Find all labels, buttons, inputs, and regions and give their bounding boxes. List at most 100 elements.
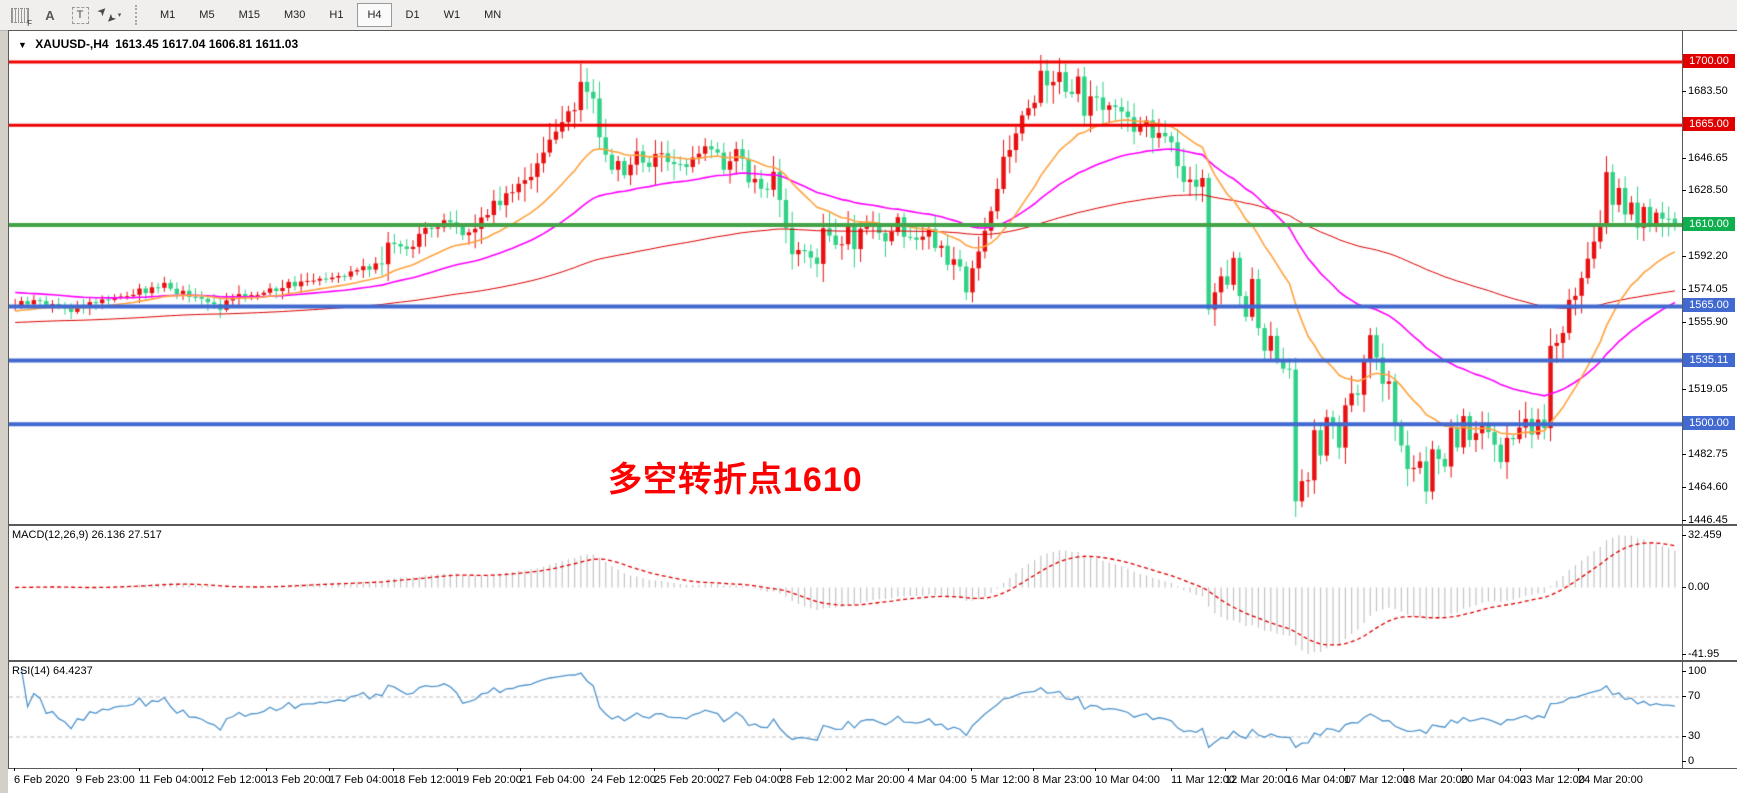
rsi-tick-label: 70 xyxy=(1681,690,1701,702)
symbol-dropdown-triangle[interactable]: ▼ xyxy=(18,40,27,50)
price-tick-label: 1446.45 xyxy=(1682,514,1728,527)
price-tick-label: 1683.50 xyxy=(1682,84,1728,97)
time-axis-label: 12 Mar 20:00 xyxy=(1225,774,1290,786)
time-axis-tick xyxy=(14,768,15,771)
macd-tick-label: 32.459 xyxy=(1682,529,1722,541)
price-line-label: 1700.00 xyxy=(1683,53,1735,68)
time-axis-tick xyxy=(1344,768,1345,771)
chart-annotation-text: 多空转折点1610 xyxy=(608,461,863,499)
timeframe-button-m30[interactable]: M30 xyxy=(283,9,306,21)
toolbar-grip[interactable] xyxy=(135,5,142,25)
time-axis-label: 10 Mar 04:00 xyxy=(1095,774,1160,786)
t-box-icon: T xyxy=(71,6,89,24)
price-tick-label: 1628.50 xyxy=(1682,184,1728,197)
time-axis-label: 6 Feb 2020 xyxy=(14,774,70,786)
price-line-label: 1500.00 xyxy=(1683,416,1735,431)
price-line-label: 1665.00 xyxy=(1683,117,1735,132)
timeframe-button-d1[interactable]: D1 xyxy=(405,9,420,21)
timeframe-button-w1[interactable]: W1 xyxy=(443,9,461,21)
time-axis-tick xyxy=(1095,768,1096,771)
time-axis-tick xyxy=(1520,768,1521,771)
rsi-tick-label: 0 xyxy=(1681,755,1695,767)
time-axis-tick xyxy=(266,768,267,771)
timeframe-button-m15[interactable]: M15 xyxy=(238,9,260,21)
time-axis-tick xyxy=(780,768,781,771)
macd-tick-label: 0.00 xyxy=(1681,580,1710,593)
time-axis-tick xyxy=(971,768,972,771)
font-a-icon[interactable]: A xyxy=(45,7,55,23)
time-axis-tick xyxy=(591,768,592,771)
grid-icon: F xyxy=(11,7,32,28)
time-axis-tick xyxy=(457,768,458,771)
price-line-label: 1610.00 xyxy=(1683,216,1735,231)
time-axis-label: 28 Feb 12:00 xyxy=(780,774,845,786)
time-axis-label: 19 Feb 20:00 xyxy=(457,774,522,786)
rsi-canvas[interactable] xyxy=(9,662,1683,766)
time-axis-tick xyxy=(1578,768,1579,771)
time-axis-tick xyxy=(329,768,330,771)
time-axis-label: 11 Feb 04:00 xyxy=(139,774,204,786)
price-tick-label: 1592.20 xyxy=(1682,250,1728,263)
time-axis-label: 2 Mar 20:00 xyxy=(846,774,905,786)
arrange-objects-icon[interactable]: ➤ ➤ ▾ xyxy=(96,2,124,28)
symbol-label: XAUUSD-,H4 xyxy=(35,37,109,51)
time-axis-label: 18 Mar 20:00 xyxy=(1403,774,1468,786)
time-axis-label: 9 Feb 23:00 xyxy=(76,774,135,786)
timeframe-button-mn[interactable]: MN xyxy=(484,9,502,21)
time-axis-tick xyxy=(393,768,394,771)
price-tick-label: 1464.60 xyxy=(1682,481,1728,494)
time-axis-label: 21 Feb 04:00 xyxy=(520,774,585,786)
time-axis-label: 20 Mar 04:00 xyxy=(1461,774,1526,786)
time-axis-tick xyxy=(718,768,719,771)
macd-label: MACD(12,26,9) 26.136 27.517 xyxy=(12,529,162,541)
time-axis-label: 24 Mar 20:00 xyxy=(1578,774,1643,786)
time-axis-label: 13 Feb 20:00 xyxy=(266,774,331,786)
ohlc-values: 1613.45 1617.04 1606.81 1611.03 xyxy=(115,37,299,51)
price-tick-label: 1574.05 xyxy=(1682,283,1728,296)
chart-shift-grid-icon[interactable]: F xyxy=(6,2,34,28)
price-tick-label: 1519.05 xyxy=(1682,382,1728,395)
chart-title: ▼ XAUUSD-,H4 1613.45 1617.04 1606.81 161… xyxy=(18,37,298,51)
timeframe-button-h4[interactable]: H4 xyxy=(357,3,392,27)
price-line-label: 1565.00 xyxy=(1683,298,1735,313)
time-axis-tick xyxy=(654,768,655,771)
time-axis-tick xyxy=(1461,768,1462,771)
macd-canvas[interactable] xyxy=(9,526,1683,658)
time-axis-label: 17 Mar 12:00 xyxy=(1344,774,1409,786)
rsi-tick-label: 30 xyxy=(1681,730,1701,742)
time-axis-tick xyxy=(846,768,847,771)
time-axis-label: 24 Feb 12:00 xyxy=(591,774,656,786)
price-tick-label: 1482.75 xyxy=(1682,448,1728,461)
text-label-icon[interactable]: T xyxy=(66,2,94,28)
time-axis-tick xyxy=(1171,768,1172,771)
time-axis[interactable] xyxy=(8,768,1737,793)
time-axis-label: 4 Mar 04:00 xyxy=(908,774,967,786)
rsi-label: RSI(14) 64.4237 xyxy=(12,665,93,677)
time-axis-tick xyxy=(76,768,77,771)
dropdown-caret-icon[interactable]: ▾ xyxy=(117,12,122,19)
time-axis-label: 16 Mar 04:00 xyxy=(1286,774,1351,786)
time-axis-label: 17 Feb 04:00 xyxy=(329,774,394,786)
time-axis-tick xyxy=(202,768,203,771)
time-axis-label: 23 Mar 12:00 xyxy=(1520,774,1585,786)
timeframe-button-group: M1 M5 M15 M30 H1 H4 D1 W1 MN xyxy=(148,3,513,27)
time-axis-label: 12 Feb 12:00 xyxy=(202,774,267,786)
main-chart-canvas[interactable] xyxy=(9,31,1683,523)
time-axis-tick xyxy=(139,768,140,771)
time-axis-label: 27 Feb 04:00 xyxy=(718,774,783,786)
toolbar: F A T ➤ ➤ ▾ M1 M5 M15 M30 H1 H4 D1 W1 MN xyxy=(0,0,1737,31)
timeframe-button-h1[interactable]: H1 xyxy=(329,9,344,21)
time-axis-tick xyxy=(1225,768,1226,771)
time-axis-label: 8 Mar 23:00 xyxy=(1033,774,1092,786)
time-axis-label: 11 Mar 12:00 xyxy=(1171,774,1236,786)
time-axis-tick xyxy=(1033,768,1034,771)
time-axis-tick xyxy=(1403,768,1404,771)
time-axis-label: 18 Feb 12:00 xyxy=(393,774,458,786)
timeframe-button-m1[interactable]: M1 xyxy=(160,9,176,21)
time-axis-label: 5 Mar 12:00 xyxy=(971,774,1030,786)
time-axis-label: 25 Feb 20:00 xyxy=(654,774,719,786)
rsi-tick-label: 100 xyxy=(1681,665,1707,677)
diagonal-arrows-icon: ➤ ➤ xyxy=(95,4,118,26)
timeframe-button-m5[interactable]: M5 xyxy=(199,9,215,21)
